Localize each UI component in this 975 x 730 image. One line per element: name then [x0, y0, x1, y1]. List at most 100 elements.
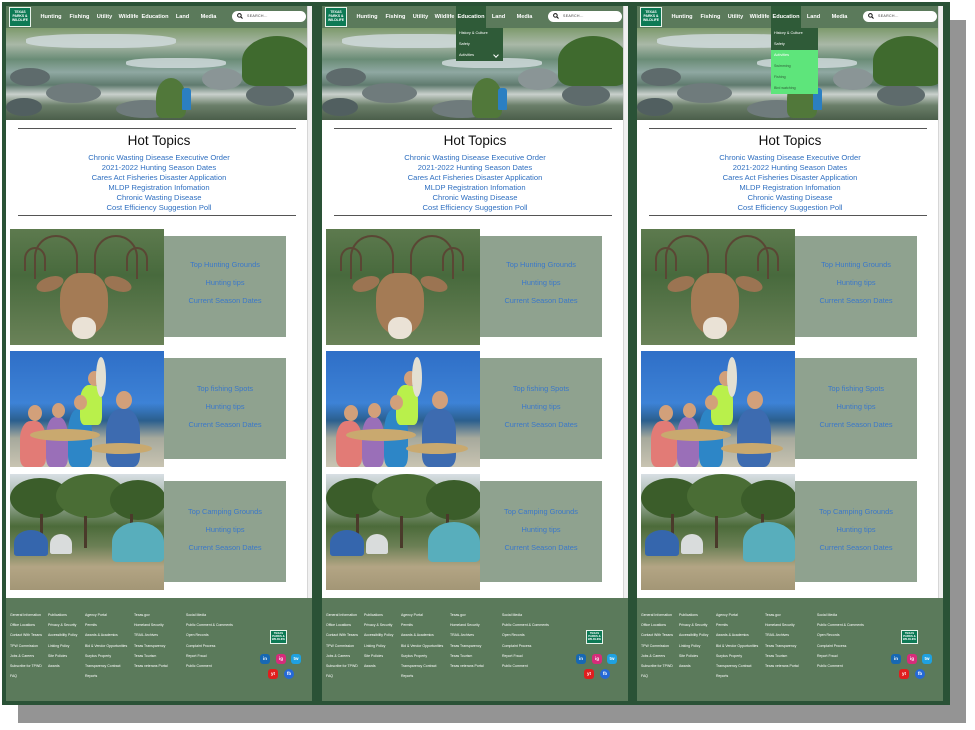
footer-link[interactable]: Surplus Property [401, 653, 428, 658]
nav-hunting[interactable]: Hunting [40, 14, 62, 20]
footer-link[interactable]: Privacy & Security [48, 623, 77, 628]
footer-link[interactable]: Awards & Academics [85, 633, 118, 638]
footer-link[interactable]: Awards & Academics [716, 633, 749, 638]
footer-link[interactable]: Transparency Contract [401, 664, 437, 669]
footer-link[interactable]: Awards & Academics [401, 633, 434, 638]
footer-link[interactable]: Reports [401, 674, 414, 679]
tpwd-logo[interactable]: TEXAS PARKS & WILDLIFE [9, 7, 31, 27]
dropdown-item[interactable]: History & Culture [771, 28, 818, 39]
footer-link[interactable]: Jobs & Careers [10, 653, 35, 658]
card-link[interactable]: Hunting tips [521, 402, 561, 411]
footer-link[interactable]: Publications [679, 613, 698, 617]
dropdown-item[interactable]: Activities [771, 50, 818, 61]
footer-link[interactable]: Awards [679, 664, 691, 669]
hot-topic-link[interactable]: Cares Act Fisheries Disaster Application [91, 172, 227, 182]
card-link[interactable]: Top Camping Grounds [819, 507, 893, 516]
scrollbar[interactable] [938, 6, 943, 598]
nav-utility[interactable]: Utility [727, 14, 744, 20]
footer-link[interactable]: Awards [364, 664, 376, 669]
footer-link[interactable]: TPW Commission [641, 643, 670, 648]
dropdown-subitem[interactable]: Fishing [771, 72, 818, 83]
footer-logo[interactable]: TEXAS PARKS & WILDLIFE [586, 630, 603, 644]
hot-topic-link[interactable]: Chronic Wasting Disease Executive Order [719, 153, 861, 162]
footer-link[interactable]: Subscribe for TPWD [641, 664, 673, 669]
nav-fishing[interactable]: Fishing [385, 14, 406, 20]
footer-link[interactable]: Site Policies [48, 653, 68, 658]
footer-link[interactable]: Accessibility Policy [364, 633, 394, 638]
footer-link[interactable]: Open Records [502, 633, 525, 638]
footer-link[interactable]: Site Policies [364, 653, 384, 658]
footer-link[interactable]: TPW Commission [326, 643, 355, 648]
footer-link[interactable]: Report Fraud [817, 653, 838, 658]
card-link[interactable]: Top Hunting Grounds [190, 260, 260, 269]
nav-fishing[interactable]: Fishing [700, 14, 721, 20]
card-link[interactable]: Top Camping Grounds [504, 507, 578, 516]
card-link[interactable]: Current Season Dates [504, 543, 578, 552]
footer-link[interactable]: Linking Policy [364, 643, 386, 648]
footer-link[interactable]: Subscribe for TPWD [326, 664, 358, 669]
scrollbar[interactable] [307, 6, 312, 598]
hot-topic-link[interactable]: 2021-2022 Hunting Season Dates [417, 162, 533, 172]
dropdown-subitem[interactable]: Swimming [771, 61, 818, 72]
hot-topic-link[interactable]: MLDP Registration Infomation [108, 182, 210, 192]
footer-link[interactable]: Agency Portal [716, 613, 738, 617]
nav-land[interactable]: Land [806, 14, 821, 20]
footer-link[interactable]: Surplus Property [85, 653, 112, 658]
hot-topic-link[interactable]: Chronic Wasting Disease [747, 192, 833, 202]
footer-link[interactable]: Texas.gov [765, 613, 781, 617]
card-link[interactable]: Hunting tips [836, 525, 876, 534]
card-link[interactable]: Top fishing Spots [196, 384, 254, 393]
footer-link[interactable]: Social Media [502, 613, 523, 617]
footer-link[interactable]: Homeland Security [134, 623, 164, 628]
card-link[interactable]: Hunting tips [836, 402, 876, 411]
footer-link[interactable]: Surplus Property [716, 653, 743, 658]
footer-link[interactable]: Public Comment & Comments [817, 623, 864, 628]
linkedin-icon[interactable]: in [576, 654, 586, 664]
search-input[interactable]: SEARCH... [863, 11, 937, 22]
card-link[interactable]: Current Season Dates [188, 296, 262, 305]
youtube-icon[interactable]: yt [584, 669, 594, 679]
footer-link[interactable]: Open Records [817, 633, 840, 638]
footer-link[interactable]: Permits [401, 623, 413, 628]
footer-link[interactable]: Accessibility Policy [679, 633, 709, 638]
linkedin-icon[interactable]: in [891, 654, 901, 664]
linkedin-icon[interactable]: in [260, 654, 270, 664]
footer-link[interactable]: Contact With Texans [326, 633, 359, 638]
nav-education[interactable]: Education [456, 6, 486, 28]
footer-link[interactable]: Linking Policy [48, 643, 70, 648]
footer-link[interactable]: Publications [48, 613, 67, 617]
footer-link[interactable]: Contact With Texans [10, 633, 43, 638]
footer-link[interactable]: Reports [85, 674, 98, 679]
nav-media[interactable]: Media [831, 14, 848, 20]
footer-link[interactable]: Texas Tourism [134, 653, 157, 658]
twitter-icon[interactable]: tw [291, 654, 301, 664]
footer-link[interactable]: Report Fraud [186, 653, 207, 658]
footer-link[interactable]: Permits [716, 623, 728, 628]
hot-topic-link[interactable]: Chronic Wasting Disease Executive Order [88, 153, 230, 162]
footer-link[interactable]: General Information [641, 613, 672, 617]
nav-education[interactable]: Education [771, 6, 801, 28]
footer-link[interactable]: Public Comment [502, 664, 528, 669]
card-link[interactable]: Current Season Dates [188, 543, 262, 552]
search-input[interactable]: SEARCH... [548, 11, 622, 22]
tpwd-logo[interactable]: TEXAS PARKS & WILDLIFE [640, 7, 662, 27]
footer-link[interactable]: Linking Policy [679, 643, 701, 648]
footer-link[interactable]: Public Comment [817, 664, 843, 669]
footer-link[interactable]: Report Fraud [502, 653, 523, 658]
card-link[interactable]: Hunting tips [205, 525, 245, 534]
footer-link[interactable]: Office Locations [10, 623, 36, 628]
facebook-icon[interactable]: fb [284, 669, 294, 679]
card-link[interactable]: Current Season Dates [504, 296, 578, 305]
card-link[interactable]: Top Camping Grounds [188, 507, 262, 516]
twitter-icon[interactable]: tw [607, 654, 617, 664]
hot-topic-link[interactable]: MLDP Registration Infomation [739, 182, 841, 192]
footer-link[interactable]: FAQ [641, 674, 649, 679]
dropdown-item[interactable]: Safety [456, 39, 503, 50]
footer-link[interactable]: Bid & Vendor Opportunities [85, 643, 128, 648]
card-link[interactable]: Current Season Dates [188, 420, 262, 429]
nav-wildlife[interactable]: Wildlife [749, 14, 770, 20]
card-link[interactable]: Hunting tips [836, 278, 876, 287]
dropdown-item[interactable]: Safety [771, 39, 818, 50]
nav-fishing[interactable]: Fishing [69, 14, 90, 20]
card-link[interactable]: Hunting tips [205, 278, 245, 287]
